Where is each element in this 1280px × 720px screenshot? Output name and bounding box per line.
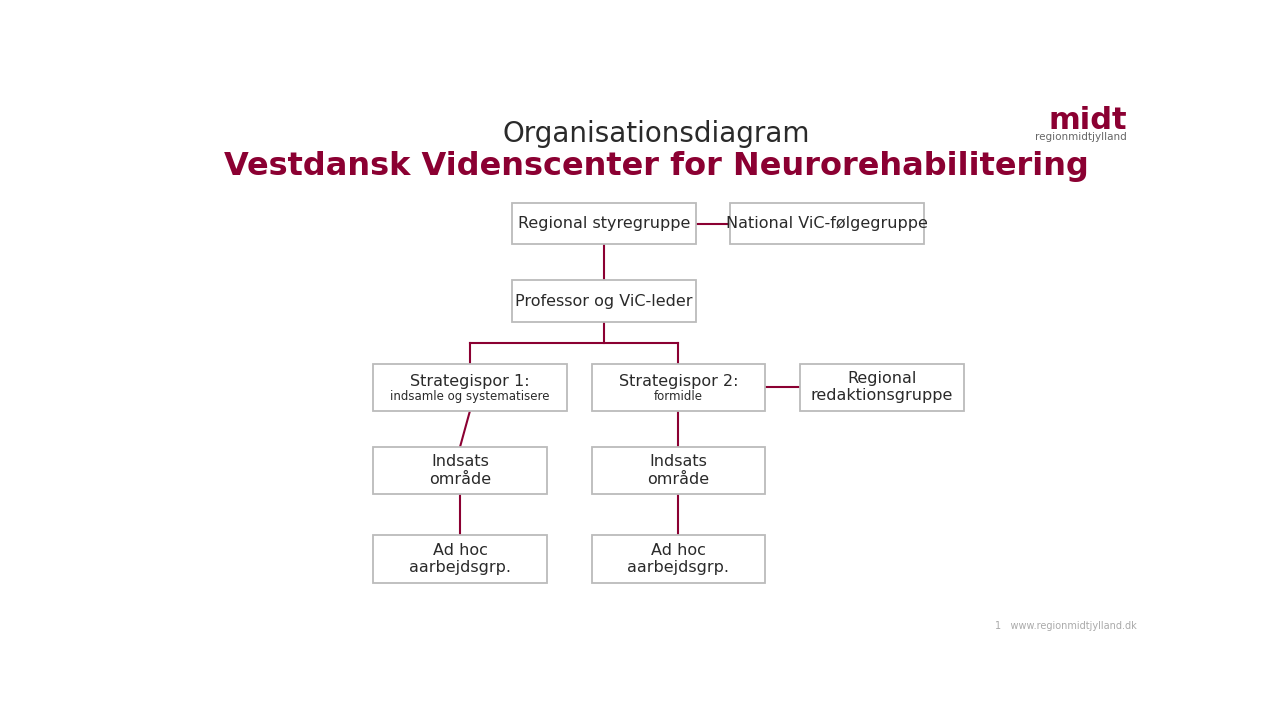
Text: Professor og ViC-leder: Professor og ViC-leder bbox=[515, 294, 692, 309]
FancyBboxPatch shape bbox=[374, 364, 567, 410]
Text: Ad hoc
aarbejdsgrp.: Ad hoc aarbejdsgrp. bbox=[627, 543, 730, 575]
FancyBboxPatch shape bbox=[374, 536, 547, 582]
Text: National ViC-følgegruppe: National ViC-følgegruppe bbox=[726, 216, 928, 231]
Text: formidle: formidle bbox=[654, 390, 703, 403]
FancyBboxPatch shape bbox=[512, 280, 696, 322]
Text: 1   www.regionmidtjylland.dk: 1 www.regionmidtjylland.dk bbox=[996, 621, 1137, 631]
Text: Strategispor 1:: Strategispor 1: bbox=[410, 374, 530, 389]
FancyBboxPatch shape bbox=[591, 536, 765, 582]
FancyBboxPatch shape bbox=[731, 203, 924, 244]
Text: midt: midt bbox=[1048, 106, 1128, 135]
FancyBboxPatch shape bbox=[512, 203, 696, 244]
Text: Regional styregruppe: Regional styregruppe bbox=[517, 216, 690, 231]
FancyBboxPatch shape bbox=[374, 446, 547, 494]
Text: Vestdansk Videnscenter for Neurorehabilitering: Vestdansk Videnscenter for Neurorehabili… bbox=[224, 151, 1088, 182]
FancyBboxPatch shape bbox=[591, 364, 765, 410]
Text: Indsats
område: Indsats område bbox=[429, 454, 492, 487]
Text: Strategispor 2:: Strategispor 2: bbox=[618, 374, 739, 389]
Text: regionmidtjylland: regionmidtjylland bbox=[1036, 132, 1128, 142]
Text: Organisationsdiagram: Organisationsdiagram bbox=[502, 120, 810, 148]
Text: Ad hoc
aarbejdsgrp.: Ad hoc aarbejdsgrp. bbox=[410, 543, 511, 575]
Text: indsamle og systematisere: indsamle og systematisere bbox=[390, 390, 549, 403]
FancyBboxPatch shape bbox=[591, 446, 765, 494]
FancyBboxPatch shape bbox=[800, 364, 964, 410]
Text: Regional
redaktionsgruppe: Regional redaktionsgruppe bbox=[810, 371, 952, 403]
Text: Indsats
område: Indsats område bbox=[648, 454, 709, 487]
